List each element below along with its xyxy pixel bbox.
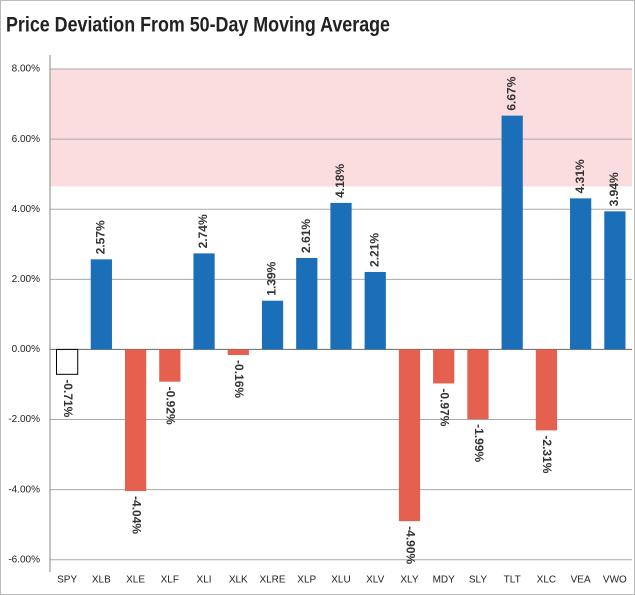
y-tick-label: 8.00% [12,64,40,75]
bar [364,271,386,350]
x-tick-label: XLP [297,575,316,586]
value-label: -0.92% [164,387,178,425]
value-label: 2.74% [196,214,210,248]
y-tick-label: -4.00% [8,484,40,495]
value-label: -1.99% [472,424,486,462]
x-tick-label: SLY [469,575,487,586]
bar [193,253,215,350]
value-label: -4.04% [129,496,143,534]
x-tick-label: XLY [400,575,418,586]
value-label: -0.16% [232,360,246,398]
bar [56,348,79,375]
chart-title: Price Deviation From 50-Day Moving Avera… [6,14,390,37]
value-label: 2.21% [367,233,381,267]
bar [604,211,626,350]
bar [124,349,147,492]
bar [535,349,558,431]
x-tick-label: XLV [366,575,384,586]
bar [501,115,523,350]
x-tick-label: SPY [57,575,77,586]
x-tick-label: XLB [92,575,111,586]
y-tick-label: 2.00% [12,274,40,285]
value-label: 1.39% [265,261,279,295]
x-tick-label: XLU [331,575,350,586]
value-label: -0.97% [438,388,452,426]
x-tick-label: TLT [504,575,521,586]
y-tick-label: 4.00% [12,204,40,215]
value-label: 6.67% [504,76,518,110]
value-label: 2.57% [94,220,108,254]
x-tick-label: XLC [537,575,556,586]
y-tick-label: 0.00% [12,344,40,355]
bar [159,349,181,382]
value-label: 3.94% [607,172,621,206]
value-label: -4.90% [403,526,417,564]
x-tick-label: MDY [433,575,456,586]
highlight-band [50,69,632,187]
x-tick-label: XLE [126,575,145,586]
x-tick-label: VEA [571,575,591,586]
x-tick-label: XLK [229,575,248,586]
bar [433,349,455,384]
y-tick-label: -2.00% [8,414,40,425]
x-tick-label: XLI [197,575,212,586]
value-label: 4.31% [573,159,587,193]
y-tick-label: 6.00% [12,134,40,145]
bar [398,349,421,522]
value-label: -2.31% [540,435,554,473]
x-tick-label: XLRE [259,575,285,586]
value-label: 4.18% [333,164,347,198]
x-tick-label: XLF [161,575,179,586]
value-label: -0.71% [61,379,75,417]
y-tick-label: -6.00% [8,554,40,565]
bar [261,300,284,350]
bar [227,349,249,356]
bar [90,259,112,350]
bar [330,202,352,350]
bar [296,257,318,350]
value-label: 2.61% [299,219,313,253]
bar [570,198,592,350]
x-tick-label: VWO [603,575,627,586]
bar [467,349,489,420]
